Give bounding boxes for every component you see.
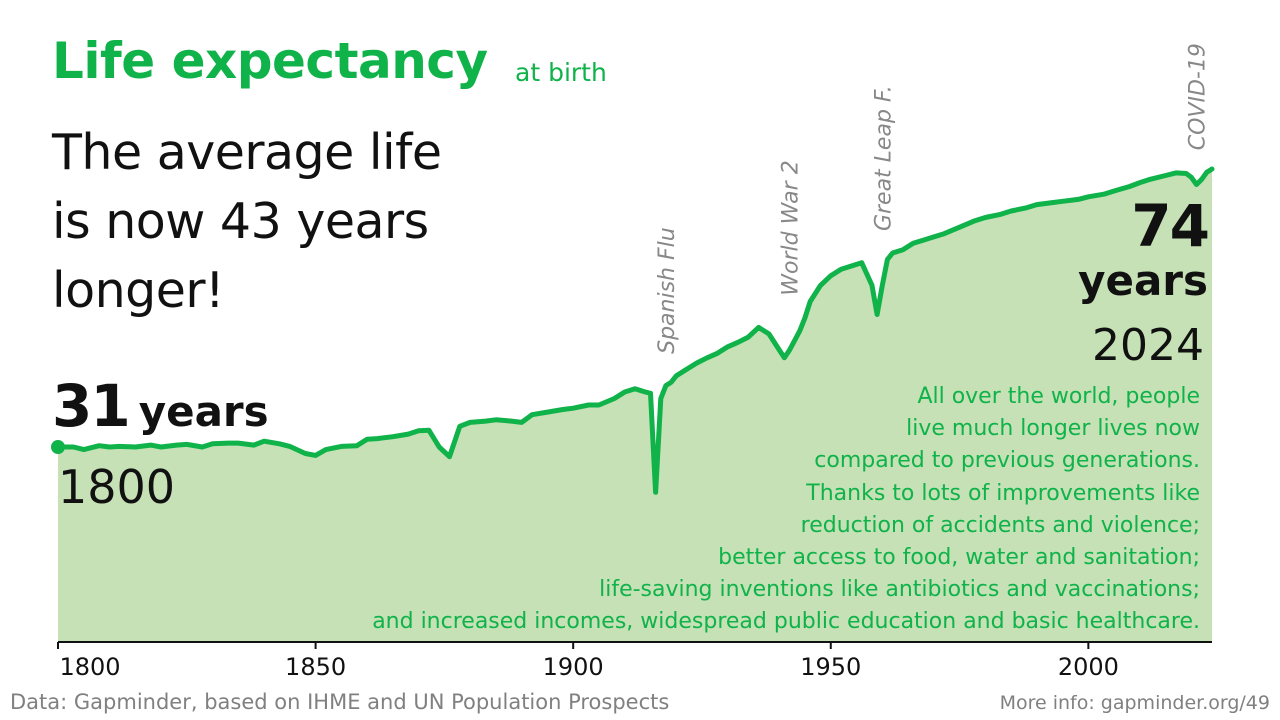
headline-line: longer! bbox=[52, 262, 225, 319]
x-tick-label: 2000 bbox=[1058, 653, 1119, 681]
headline: The average life is now 43 years longer! bbox=[52, 118, 512, 325]
end-value-number: 74 bbox=[1131, 192, 1210, 260]
event-annotations: Spanish Flu World War 2 Great Leap F. COVID… bbox=[655, 43, 1211, 354]
x-tick-label: 1800 bbox=[59, 653, 120, 681]
start-year-label: 1800 bbox=[58, 460, 176, 514]
event-label: World War 2 bbox=[779, 160, 804, 295]
more-info-link[interactable]: More info: gapminder.org/49 bbox=[999, 692, 1270, 714]
data-source-note: Data: Gapminder, based on IHME and UN Po… bbox=[10, 690, 670, 714]
start-value-number: 31 bbox=[52, 372, 131, 440]
description-line: Thanks to lots of improvements like bbox=[806, 480, 1200, 506]
life-expectancy-area bbox=[58, 169, 1212, 641]
description-line: better access to food, water and sanitat… bbox=[718, 545, 1200, 571]
start-value-label: 31 years bbox=[52, 372, 269, 440]
chart-title: Life expectancy bbox=[52, 32, 488, 90]
life-expectancy-line bbox=[55, 166, 1215, 495]
event-label: Spanish Flu bbox=[655, 227, 680, 354]
description-line: life-saving inventions like antibiotics … bbox=[599, 577, 1200, 603]
headline-line: The average life bbox=[52, 124, 442, 181]
chart-subtitle: at birth bbox=[515, 58, 607, 87]
end-year-label: 2024 bbox=[1092, 320, 1204, 371]
end-value-unit: years bbox=[1078, 256, 1208, 305]
description-line: and increased incomes, widespread public… bbox=[372, 609, 1200, 635]
start-point-marker bbox=[51, 440, 65, 454]
event-label: Great Leap F. bbox=[871, 85, 896, 231]
event-label: COVID-19 bbox=[1186, 43, 1211, 150]
description-text: All over the world, people live much lon… bbox=[270, 381, 1200, 639]
description-line: live much longer lives now bbox=[906, 416, 1200, 442]
description-line: All over the world, people bbox=[917, 384, 1200, 409]
x-axis-ticks: 1800 1850 1900 1950 2000 bbox=[57, 642, 1119, 681]
start-value-unit: years bbox=[138, 387, 269, 436]
x-tick-label: 1950 bbox=[800, 653, 861, 681]
x-tick-label: 1900 bbox=[543, 653, 604, 681]
headline-line: is now 43 years bbox=[52, 193, 429, 250]
x-tick-label: 1850 bbox=[285, 653, 346, 681]
description-line: reduction of accidents and violence; bbox=[800, 512, 1200, 538]
description-line: compared to previous generations. bbox=[814, 448, 1200, 474]
